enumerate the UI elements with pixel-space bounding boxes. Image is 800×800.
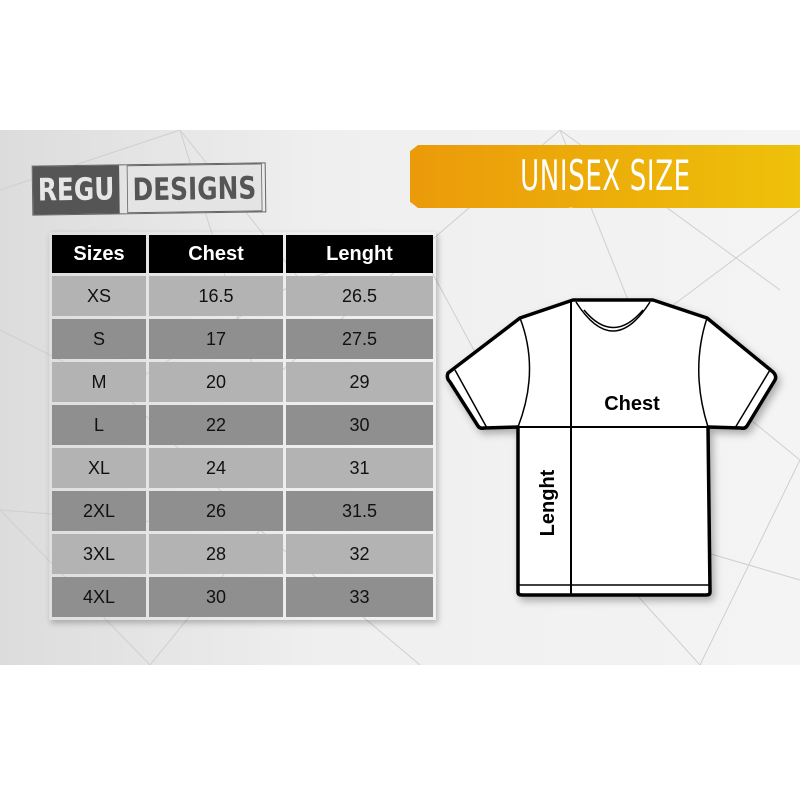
length-label: Lenght xyxy=(537,469,559,536)
header-chest: Chest xyxy=(149,235,283,273)
header-sizes: Sizes xyxy=(52,235,146,273)
length-cell: 33 xyxy=(286,577,433,617)
size-cell: M xyxy=(52,362,146,402)
table-row: XL 24 31 xyxy=(52,448,433,488)
table-row: 4XL 30 33 xyxy=(52,577,433,617)
chest-cell: 17 xyxy=(149,319,283,359)
chest-cell: 26 xyxy=(149,491,283,531)
size-cell: L xyxy=(52,405,146,445)
length-cell: 30 xyxy=(286,405,433,445)
table-row: 2XL 26 31.5 xyxy=(52,491,433,531)
size-cell: XS xyxy=(52,276,146,316)
length-cell: 32 xyxy=(286,534,433,574)
chest-cell: 30 xyxy=(149,577,283,617)
length-cell: 31 xyxy=(286,448,433,488)
length-cell: 27.5 xyxy=(286,319,433,359)
chest-label: Chest xyxy=(604,393,660,415)
chest-cell: 22 xyxy=(149,405,283,445)
chest-cell: 28 xyxy=(149,534,283,574)
chest-cell: 24 xyxy=(149,448,283,488)
size-cell: 4XL xyxy=(52,577,146,617)
size-cell: S xyxy=(52,319,146,359)
title-banner: UNISEX SIZE CHART xyxy=(410,145,800,208)
size-cell: 3XL xyxy=(52,534,146,574)
tshirt-outline xyxy=(445,298,778,597)
table-row: 3XL 28 32 xyxy=(52,534,433,574)
header-length: Lenght xyxy=(286,235,433,273)
table-row: M 20 29 xyxy=(52,362,433,402)
length-cell: 31.5 xyxy=(286,491,433,531)
size-table: Sizes Chest Lenght XS 16.5 26.5 S 17 27.5 M 20 2… xyxy=(49,232,436,620)
table-header-row: Sizes Chest Lenght xyxy=(52,235,433,273)
length-cell: 26.5 xyxy=(286,276,433,316)
page-title: UNISEX SIZE CHART xyxy=(520,151,691,208)
length-cell: 29 xyxy=(286,362,433,402)
size-cell: XL xyxy=(52,448,146,488)
size-cell: 2XL xyxy=(52,491,146,531)
table-row: XS 16.5 26.5 xyxy=(52,276,433,316)
table-row: L 22 30 xyxy=(52,405,433,445)
table-row: S 17 27.5 xyxy=(52,319,433,359)
chest-cell: 20 xyxy=(149,362,283,402)
chest-cell: 16.5 xyxy=(149,276,283,316)
